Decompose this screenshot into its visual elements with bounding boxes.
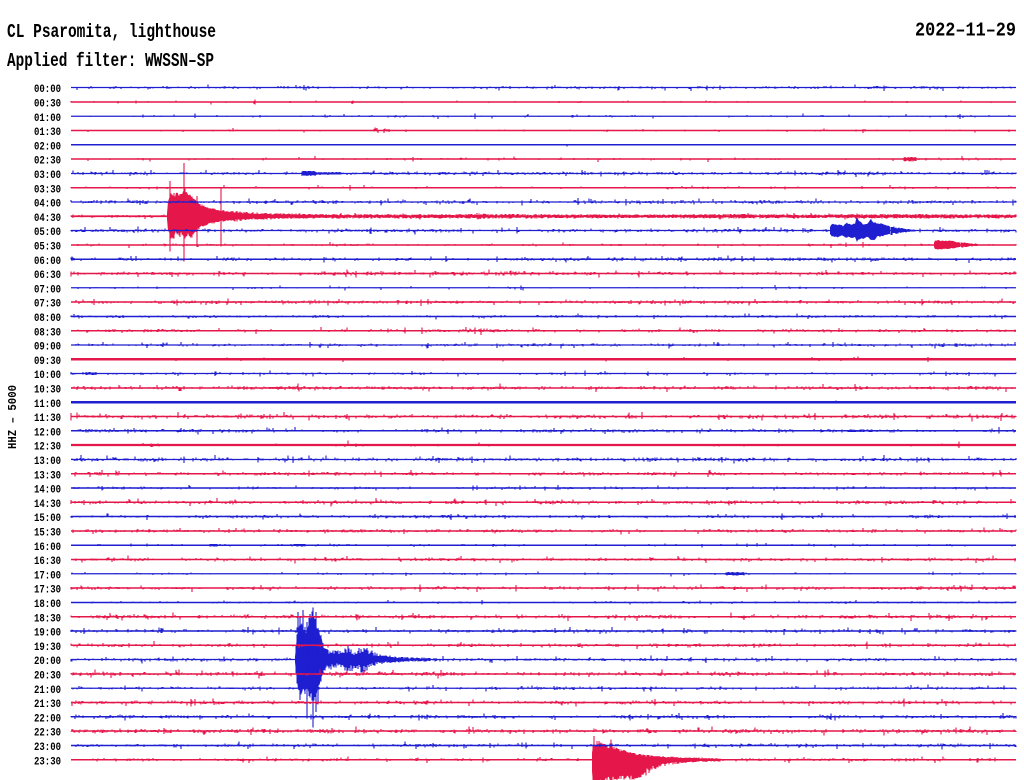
- svg-text:15:00: 15:00: [34, 513, 61, 525]
- svg-text:17:00: 17:00: [34, 570, 61, 582]
- svg-text:11:00: 11:00: [34, 399, 61, 411]
- svg-text:20:00: 20:00: [34, 656, 61, 668]
- svg-text:18:30: 18:30: [34, 613, 61, 625]
- svg-text:05:30: 05:30: [34, 242, 61, 254]
- svg-text:04:00: 04:00: [34, 199, 61, 211]
- svg-text:23:30: 23:30: [34, 756, 61, 768]
- svg-text:07:30: 07:30: [34, 299, 61, 311]
- svg-text:14:30: 14:30: [34, 499, 61, 511]
- svg-text:13:30: 13:30: [34, 470, 61, 482]
- svg-text:09:30: 09:30: [34, 356, 61, 368]
- svg-text:2022–11–29: 2022–11–29: [915, 20, 1016, 42]
- svg-text:13:00: 13:00: [34, 456, 61, 468]
- svg-text:17:30: 17:30: [34, 585, 61, 597]
- svg-text:Applied filter: WWSSN–SP: Applied filter: WWSSN–SP: [7, 50, 214, 72]
- svg-text:19:00: 19:00: [34, 628, 61, 640]
- svg-text:19:30: 19:30: [34, 642, 61, 654]
- svg-text:23:00: 23:00: [34, 742, 61, 754]
- svg-text:06:30: 06:30: [34, 270, 61, 282]
- svg-text:16:00: 16:00: [34, 542, 61, 554]
- svg-text:07:00: 07:00: [34, 284, 61, 296]
- svg-text:CL Psaromita, lighthouse: CL Psaromita, lighthouse: [7, 21, 216, 43]
- svg-text:16:30: 16:30: [34, 556, 61, 568]
- svg-text:02:00: 02:00: [34, 141, 61, 153]
- svg-text:12:00: 12:00: [34, 427, 61, 439]
- svg-text:12:30: 12:30: [34, 442, 61, 454]
- svg-text:06:00: 06:00: [34, 256, 61, 268]
- svg-text:11:30: 11:30: [34, 413, 61, 425]
- svg-text:10:30: 10:30: [34, 385, 61, 397]
- svg-text:04:30: 04:30: [34, 213, 61, 225]
- svg-text:18:00: 18:00: [34, 599, 61, 611]
- svg-text:10:00: 10:00: [34, 370, 61, 382]
- svg-text:03:30: 03:30: [34, 184, 61, 196]
- svg-text:00:00: 00:00: [34, 84, 61, 96]
- svg-text:01:00: 01:00: [34, 113, 61, 125]
- svg-text:08:30: 08:30: [34, 327, 61, 339]
- svg-text:02:30: 02:30: [34, 156, 61, 168]
- svg-text:09:00: 09:00: [34, 342, 61, 354]
- svg-text:15:30: 15:30: [34, 528, 61, 540]
- svg-text:14:00: 14:00: [34, 485, 61, 497]
- svg-text:08:00: 08:00: [34, 313, 61, 325]
- svg-text:22:30: 22:30: [34, 728, 61, 740]
- svg-text:HHZ – 5000: HHZ – 5000: [6, 385, 20, 449]
- svg-text:21:00: 21:00: [34, 685, 61, 697]
- svg-text:20:30: 20:30: [34, 671, 61, 683]
- svg-text:01:30: 01:30: [34, 127, 61, 139]
- svg-text:00:30: 00:30: [34, 99, 61, 111]
- svg-text:03:00: 03:00: [34, 170, 61, 182]
- svg-text:21:30: 21:30: [34, 699, 61, 711]
- svg-text:22:00: 22:00: [34, 713, 61, 725]
- svg-text:05:00: 05:00: [34, 227, 61, 239]
